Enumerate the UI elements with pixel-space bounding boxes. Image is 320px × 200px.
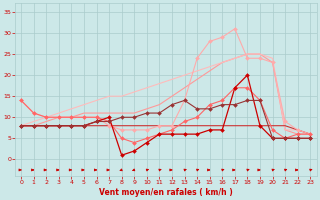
X-axis label: Vent moyen/en rafales ( km/h ): Vent moyen/en rafales ( km/h ) — [99, 188, 233, 197]
